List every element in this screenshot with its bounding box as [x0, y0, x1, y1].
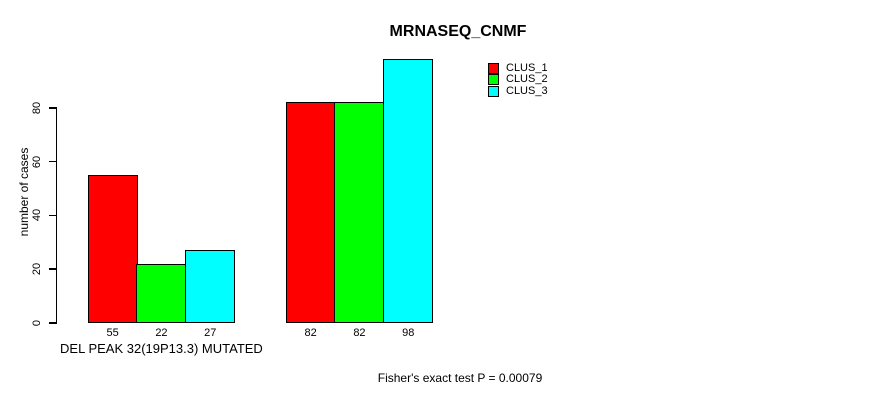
legend-label-clus_2: CLUS_2 [506, 73, 548, 86]
bar-clus_2-group1 [136, 263, 187, 323]
legend-label-clus_1: CLUS_1 [506, 62, 548, 74]
y-axis-tick-label: 60 [31, 155, 43, 168]
y-axis-tick [49, 160, 57, 163]
bar-value-label: 82 [304, 327, 317, 339]
y-axis-tick-label: 20 [31, 263, 43, 276]
y-axis-tick [49, 107, 57, 109]
x-axis-label: DEL PEAK 32(19P13.3) MUTATED [60, 341, 263, 356]
bar-value-label: 82 [353, 327, 366, 339]
bar-value-label: 22 [155, 327, 168, 339]
bar-clus_3-group1 [185, 250, 236, 323]
y-axis-tick-label: 40 [31, 209, 43, 222]
bar-value-label: 55 [106, 327, 119, 339]
legend-swatch-clus_1 [488, 63, 499, 74]
y-axis-tick-label: 0 [31, 319, 43, 327]
bar-clus_2-group2 [334, 102, 385, 323]
legend-swatch-clus_2 [488, 74, 499, 86]
bar-clus_1-group1 [87, 175, 138, 323]
legend: CLUS_1 CLUS_2 CLUS_3 [488, 63, 568, 103]
y-axis-tick [49, 322, 57, 324]
bar-clus_1-group2 [285, 102, 336, 323]
y-axis-tick [49, 214, 57, 217]
legend-swatch-clus_3 [488, 85, 499, 97]
bar-value-label: 27 [204, 327, 217, 339]
y-axis-tick-label: 80 [31, 101, 43, 114]
chart-title: MRNASEQ_CNMF [389, 23, 527, 40]
legend-label-clus_3: CLUS_3 [506, 84, 548, 97]
y-axis-tick [49, 268, 57, 270]
bar-clus_3-group2 [383, 59, 434, 323]
y-axis-label: number of cases [17, 147, 31, 237]
bar-value-label: 98 [402, 327, 415, 339]
fisher-test-annotation: Fisher's exact test P = 0.00079 [377, 371, 543, 385]
